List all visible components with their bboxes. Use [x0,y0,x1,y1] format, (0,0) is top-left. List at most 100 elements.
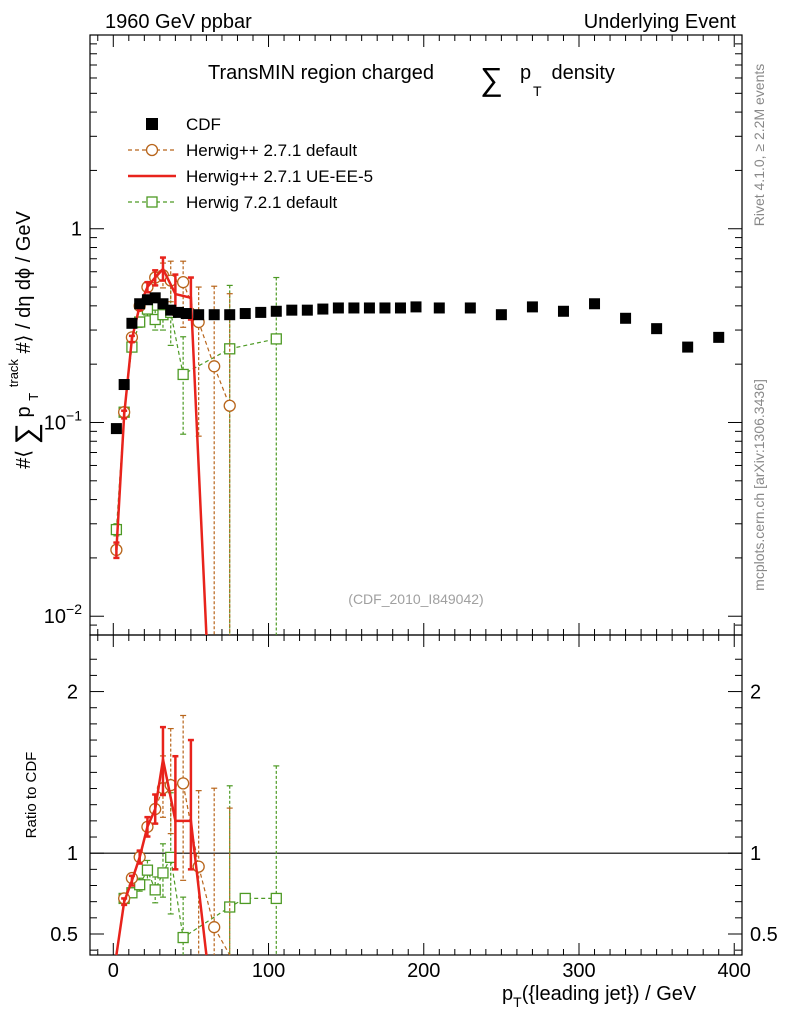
legend-item: Herwig++ 2.7.1 UE-EE-5 [128,167,373,186]
y-tick-label: 1 [71,219,82,241]
herwig7-marker [177,368,189,381]
title-main: TransMIN region charged [208,62,434,84]
x-label-main: pT({leading jet}) / GeV [502,983,697,1010]
legend-item: CDF [146,115,221,134]
legend-label: Herwig++ 2.7.1 default [186,141,357,160]
cdf-data-point [651,323,663,335]
cdf-data-point [134,298,146,310]
cdf-data-point [464,302,476,314]
cdf-data-point [172,306,184,318]
herwig7-marker [270,333,282,345]
series-layer [110,256,725,956]
y-label-p: p [13,406,35,417]
plot-title: TransMIN region charged ∑ p T density [208,61,615,99]
cdf-data-point [118,379,130,391]
title-p: p [520,62,531,84]
herwig7-ratio-marker [141,864,154,876]
herwigpp-default-ratio-marker [176,777,190,790]
y-label-sub: T [26,393,41,401]
y-axis-label: #⟨ ∑ p T track #⟩ / dη dϕ / GeV [1,210,43,468]
ratio-tick-label-left: 1 [67,843,78,865]
cdf-data-point [193,309,205,321]
title-suffix: density [546,62,615,84]
cdf-data-point [239,308,251,320]
cdf-data-point [157,298,169,310]
herwigpp-default-marker [176,276,190,289]
title-sub: T [533,83,542,99]
cdf-data-point [495,309,507,321]
cdf-data-point [557,305,569,317]
cdf-data-point [180,308,192,320]
x-tick-label: 200 [407,960,440,982]
legend-label: Herwig 7.2.1 default [186,193,337,212]
y-tick-exponent: −2 [66,601,82,617]
cdf-data-point [301,304,313,316]
cdf-data-point [410,301,422,313]
ratio-tick-label-right: 1 [750,843,761,865]
y-tick-label: 10−1 [44,407,82,434]
herwigpp-default-marker [208,360,221,373]
y-tick-base: 10 [44,606,66,628]
ratio-tick-label-right: 2 [750,682,761,704]
x-label-p: p [502,983,513,1005]
legend-label: Herwig++ 2.7.1 UE-EE-5 [186,167,373,186]
legend-label: CDF [186,115,221,134]
y-tick-label: 10−2 [44,601,82,628]
cdf-data-point [317,303,329,315]
cdf-data-point [379,302,391,314]
herwig7-ratio-marker [224,901,236,913]
cdf-data-point [141,294,153,306]
cdf-data-point [713,331,725,343]
cdf-data-point [363,302,375,314]
cdf-data-point [682,341,694,353]
herwigpp-ueee5-ratio-line [115,759,208,956]
cdf-data-point [332,302,344,314]
y-tick-base: 10 [44,412,66,434]
legend-swatch-cdf [146,118,158,130]
x-tick-label: 100 [252,960,285,982]
x-tick-label: 0 [108,960,119,982]
y-label-suffix: #⟩ / dη dϕ / GeV [13,210,35,353]
legend-swatch-marker [145,143,159,157]
cdf-data-point [526,301,538,313]
ratio-tick-label-right: 0.5 [750,924,778,946]
y-label-sum: ∑ [10,423,43,444]
title-sum: ∑ [480,61,503,97]
herwigpp-default-ratio-marker [208,921,221,934]
legend-item: Herwig++ 2.7.1 default [128,141,357,160]
mcplots-label: mcplots.cern.ch [arXiv:1306.3436] [751,379,767,591]
legend-item: Herwig 7.2.1 default [128,193,337,212]
ratio-y-label: Ratio to CDF [23,752,40,839]
x-tick-label: 400 [718,960,751,982]
cdf-data-point [286,304,298,316]
herwigpp-default-ratio-line [115,782,231,956]
cdf-data-point [149,292,161,304]
herwig7-ratio-marker [149,884,161,896]
cdf-data-point [589,298,601,310]
cdf-data-point [394,302,406,314]
y-tick-exponent: −1 [66,407,82,423]
cdf-data-point [208,309,220,321]
y-axis-label-text: #⟨ ∑ p T track #⟩ / dη dϕ / GeV [1,210,43,468]
analysis-tag: (CDF_2010_I849042) [348,591,483,607]
cdf-data-point [224,309,236,321]
cdf-data-point [270,305,282,317]
herwig7-ratio-marker [157,867,169,879]
herwig7-ratio-marker [270,892,282,905]
herwigpp-default-marker [223,399,236,412]
herwig7-ratio-marker [239,892,251,905]
ratio-tick-label-left: 0.5 [50,924,78,946]
cdf-data-point [126,317,138,329]
cdf-data-point [620,312,632,324]
legend: CDF Herwig++ 2.7.1 default Herwig++ 2.7.1 … [128,115,373,212]
legend-swatch-marker [146,196,158,208]
header-left: 1960 GeV ppbar [105,11,252,33]
herwig7-ratio-marker [177,931,189,944]
header-right: Underlying Event [584,11,737,33]
y-label-prefix: #⟨ [13,450,35,469]
herwigpp-ueee5-line [115,266,208,636]
x-label-sub: T [513,994,522,1010]
x-axis-label: pT({leading jet}) / GeV [502,983,697,1010]
